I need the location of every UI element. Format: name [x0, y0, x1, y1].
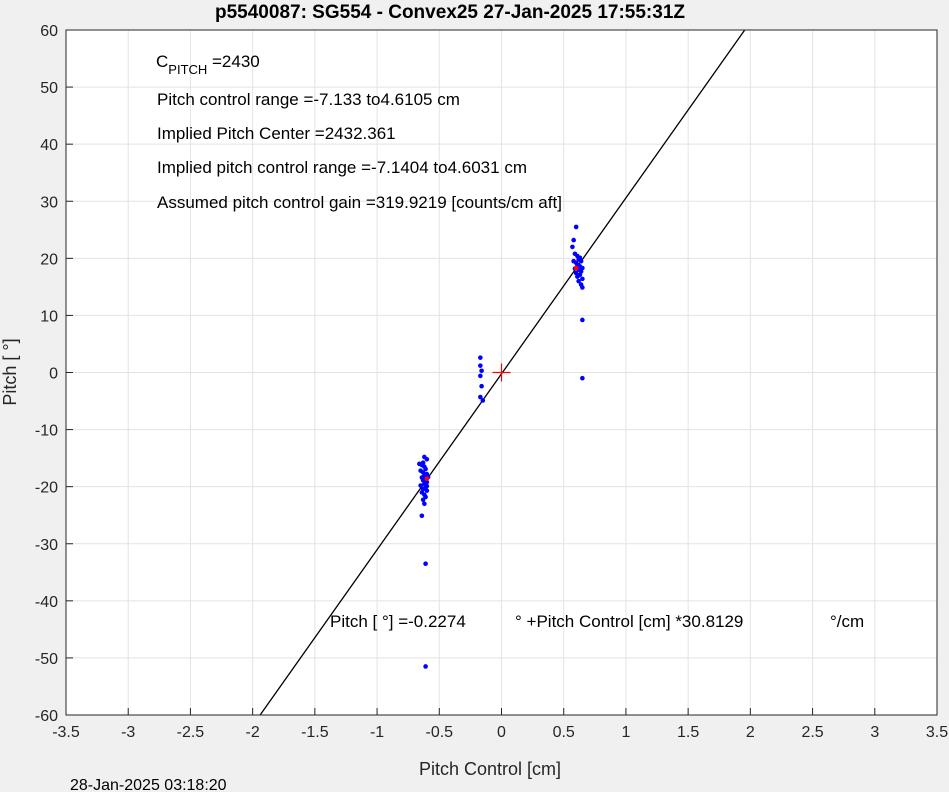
x-tick-label-13: 3	[870, 724, 879, 741]
data-point-18	[424, 488, 430, 493]
x-tick-label-7: 0	[497, 724, 506, 741]
equation-part2: ° +Pitch Control [cm] *30.8129	[515, 612, 743, 631]
x-tick-label-5: -1	[370, 724, 384, 741]
data-point-37	[571, 237, 576, 243]
x-tick-label-6: -0.5	[425, 724, 453, 741]
x-tick-label-4: -1.5	[301, 724, 329, 741]
data-point-25	[423, 561, 428, 567]
x-tick-labels: -3.5 -3 -2.5 -2 -1.5 -1 -0.5 0 0.5 1 1.5 2 2.5 3 3.5	[52, 708, 948, 741]
footer-timestamp: 28-Jan-2025 03:18:20	[70, 777, 227, 792]
y-tick-label-12: 60	[40, 23, 58, 40]
data-point-58	[580, 317, 585, 323]
data-point-33	[478, 373, 483, 379]
x-tick-label-2: -2.5	[177, 724, 205, 741]
y-tick-label-3: -30	[35, 537, 58, 554]
chart-title: p5540087: SG554 - Convex25 27-Jan-2025 1…	[215, 2, 685, 23]
data-point-30	[478, 355, 483, 360]
data-point-31	[478, 363, 483, 368]
x-tick-label-12: 2.5	[801, 724, 823, 741]
y-tick-label-0: -60	[35, 708, 58, 725]
x-axis-label: Pitch Control [cm]	[419, 759, 561, 779]
data-points	[417, 224, 585, 669]
y-tick-label-4: -20	[35, 480, 58, 497]
x-tick-label-0: -3.5	[52, 724, 80, 741]
y-tick-labels: -60 -50 -40 -30 -20 -10 0 10 20 30 40 50 60	[35, 23, 73, 725]
y-tick-label-10: 40	[40, 137, 58, 154]
y-tick-label-9: 30	[40, 194, 58, 211]
y-axis-label: Pitch [ °]	[0, 338, 20, 405]
highlight-point-1	[573, 265, 579, 271]
data-point-35	[478, 394, 483, 400]
data-point-57	[580, 285, 585, 290]
data-point-5	[423, 466, 428, 472]
annotation-pitch-control-gain: Assumed pitch control gain =319.9219 [co…	[157, 193, 562, 212]
cpitch-subscript: PITCH	[168, 62, 207, 77]
annotation-cpitch: CPITCH =2430	[156, 52, 260, 77]
x-tick-label-10: 1.5	[677, 724, 699, 741]
data-point-53	[575, 274, 580, 279]
data-point-29	[424, 483, 430, 489]
cpitch-symbol: C	[156, 52, 168, 71]
annotation-pitch-control-range: Pitch control range =-7.133 to4.6105 cm	[157, 90, 460, 109]
data-point-39	[570, 244, 575, 250]
equation-part1: Pitch [ °] =-0.2274	[330, 612, 466, 631]
data-point-26	[423, 664, 428, 669]
data-point-27	[417, 461, 422, 467]
data-point-15	[418, 483, 423, 488]
equation-part3: °/cm	[830, 612, 864, 631]
cpitch-value: =2430	[207, 52, 259, 71]
annotation-implied-pitch-control-range: Implied pitch control range =-7.1404 to4…	[157, 158, 527, 177]
data-point-60	[571, 258, 576, 264]
data-point-38	[573, 224, 579, 230]
data-point-1	[424, 456, 430, 462]
x-tick-label-8: 0.5	[553, 724, 575, 741]
data-point-22	[420, 497, 426, 503]
x-tick-label-14: 3.5	[926, 724, 948, 741]
x-tick-label-3: -2	[246, 724, 260, 741]
data-point-36	[480, 398, 486, 403]
x-tick-label-9: 1	[621, 724, 630, 741]
y-tick-label-8: 20	[40, 251, 58, 268]
data-point-55	[576, 278, 581, 284]
data-point-23	[422, 501, 427, 507]
y-tick-label-1: -50	[35, 651, 58, 668]
data-point-44	[578, 258, 584, 264]
y-tick-label-5: -10	[35, 423, 58, 440]
y-tick-label-11: 50	[40, 80, 58, 97]
data-point-34	[479, 383, 484, 389]
center-marker-group	[492, 363, 511, 382]
data-point-54	[580, 276, 585, 282]
highlight-point-0	[424, 476, 430, 482]
data-point-32	[479, 368, 484, 374]
x-tick-label-11: 2	[746, 724, 755, 741]
y-tick-label-2: -40	[35, 594, 58, 611]
annotation-implied-pitch-center: Implied Pitch Center =2432.361	[157, 124, 396, 143]
y-tick-label-7: 10	[40, 308, 58, 325]
data-point-24	[419, 513, 425, 519]
data-point-59	[580, 375, 585, 381]
y-tick-label-6: 0	[49, 366, 58, 383]
x-tick-label-1: -3	[121, 724, 135, 741]
